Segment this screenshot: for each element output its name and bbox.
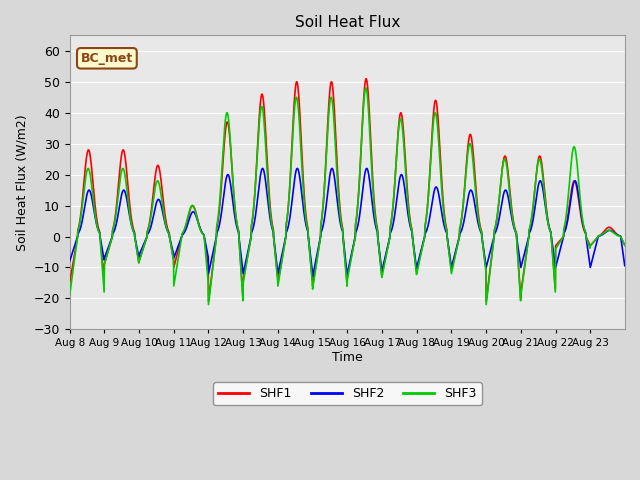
Legend: SHF1, SHF2, SHF3: SHF1, SHF2, SHF3: [213, 383, 481, 406]
Y-axis label: Soil Heat Flux (W/m2): Soil Heat Flux (W/m2): [15, 114, 28, 251]
X-axis label: Time: Time: [332, 351, 363, 364]
Title: Soil Heat Flux: Soil Heat Flux: [294, 15, 400, 30]
Text: BC_met: BC_met: [81, 52, 133, 65]
